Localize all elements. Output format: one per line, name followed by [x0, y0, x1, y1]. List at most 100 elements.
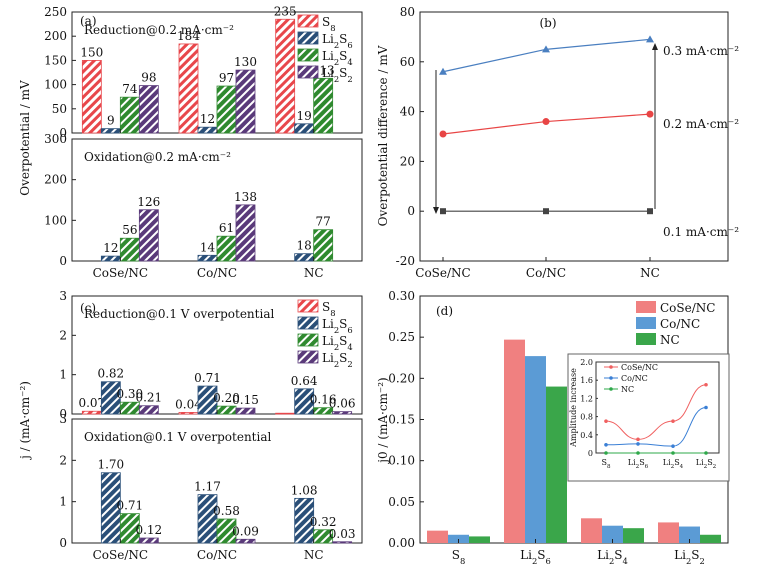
data-point	[647, 208, 653, 215]
inset-y-tick-label: 1.2	[580, 394, 593, 403]
y-tick-label: 2	[59, 328, 67, 342]
bar-li2s2	[138, 405, 159, 415]
inset-x-tick-label: Li2S6	[628, 458, 649, 470]
subplot-title: Oxidation@0.2 mA·cm⁻²	[84, 150, 231, 164]
chem-part: Li	[520, 548, 532, 562]
inset-y-tick-label: 0	[588, 449, 593, 458]
data-label: 0.71	[194, 371, 221, 385]
bar-li2s4	[216, 518, 237, 544]
panel-a: 0501001502002501509749818412971302351911…	[18, 4, 363, 280]
panel-label: (c)	[80, 301, 96, 315]
bar-s8	[178, 43, 199, 134]
y-axis-label-group: j0 / (mA·cm⁻²)	[376, 377, 390, 465]
data-label: 0.07	[78, 396, 105, 410]
panel-b: -20 0 20 40 60 80 CoSe/NC Co/NC NC 0.3 mA·cm⁻² 0.2…	[376, 5, 739, 280]
data-label: 19	[297, 109, 312, 123]
data-point	[439, 130, 447, 138]
data-label: 126	[137, 195, 160, 209]
data-label: 14	[200, 240, 216, 254]
data-label: 0.20	[213, 391, 240, 405]
chem-part: S	[537, 548, 545, 562]
data-label: 0.06	[329, 397, 356, 411]
inset-data-point	[604, 443, 608, 447]
chem-part: 4	[623, 556, 628, 566]
bar-co-nc	[525, 356, 546, 543]
bar-co-nc	[679, 526, 700, 543]
chem-part: S	[339, 351, 347, 365]
chem-part: S	[452, 548, 460, 562]
bar-li2s2	[138, 85, 159, 134]
x-tick-label: NC	[304, 548, 324, 562]
y-tick-label: 300	[44, 132, 67, 146]
x-tick-label: CoSe/NC	[93, 266, 148, 280]
data-label: 61	[219, 221, 234, 235]
legend-swatch-s8	[297, 14, 319, 28]
y-axis-label-group: Overpotential difference / mV	[376, 45, 390, 226]
inset-x-tick-label: Li2S4	[663, 458, 684, 470]
chem-part: 2	[704, 464, 708, 470]
data-label: 184	[177, 29, 200, 43]
chem-part: 8	[607, 464, 611, 470]
chem-part: 8	[460, 556, 465, 566]
inset-data-point	[604, 419, 608, 423]
chem-part: 6	[546, 556, 551, 566]
bar-li2s2	[138, 537, 159, 544]
legend-swatch	[636, 301, 656, 313]
bar-li2s4	[119, 96, 140, 134]
chem-part: 2	[609, 556, 614, 566]
y-tick-label: 0.25	[388, 330, 415, 344]
data-point	[439, 67, 447, 75]
chem-part: S	[339, 317, 347, 331]
data-label: 0.12	[135, 523, 162, 537]
legend-swatch-li2s6	[297, 31, 319, 45]
x-tick-label: NC	[304, 266, 324, 280]
bar-li2s4	[216, 405, 237, 415]
panel-label: (a)	[80, 14, 97, 28]
inset-data-point	[671, 444, 675, 448]
y-tick-label: 0.05	[388, 495, 415, 509]
chem-part: 2	[686, 556, 691, 566]
y-tick-label: 0.20	[388, 371, 415, 385]
chem-part: S	[674, 458, 679, 467]
data-point	[543, 208, 549, 215]
bar-li2s6	[100, 381, 121, 415]
chem-part: S	[322, 300, 330, 314]
data-label: 0.04	[175, 397, 202, 411]
bar-li2s4	[313, 529, 334, 544]
bar-s8	[81, 60, 102, 134]
data-label: 1.08	[291, 483, 318, 497]
chem-part: 2	[347, 74, 352, 84]
bar-s8	[178, 412, 199, 415]
inset-chart: 00.40.81.21.62.0S8 Li2S6 Li2S4 Li2S2CoSe/NC…	[567, 353, 730, 482]
bar-li2s2	[235, 538, 256, 544]
bar-nc	[546, 386, 567, 543]
chem-part: 8	[330, 23, 335, 33]
inset-y-tick-label: 2.0	[580, 358, 593, 367]
y-tick-label: 0	[59, 254, 67, 268]
y-tick-label: 200	[44, 173, 67, 187]
chem-part: Li	[322, 32, 334, 46]
y-tick-label: 40	[400, 105, 415, 119]
data-label: 74	[122, 82, 138, 96]
bar-li2s4	[119, 237, 140, 262]
bar-li2s2	[235, 204, 256, 262]
bar-li2s2	[138, 209, 159, 262]
y-axis-label: Overpotential / mV	[18, 80, 32, 196]
legend-label: Co/NC	[660, 317, 700, 331]
legend-swatch-li2s4	[297, 48, 319, 62]
bar-s8	[81, 410, 102, 415]
data-label: 12	[103, 241, 118, 255]
inset-data-point	[704, 405, 708, 410]
arrow-right-head	[652, 43, 658, 50]
data-label: 0.21	[135, 391, 162, 405]
legend-label: Li2S4	[322, 334, 353, 352]
y-tick-label: 0.10	[388, 454, 415, 468]
inset-y-tick-label: 0.4	[580, 431, 593, 440]
chem-part: Li	[628, 458, 636, 467]
y-tick-label: 1	[59, 495, 67, 509]
data-label: 97	[219, 71, 234, 85]
legend-label: NC	[660, 333, 680, 347]
legend-label: CoSe/NC	[660, 301, 715, 315]
series-label: 0.1 mA·cm⁻²	[663, 225, 739, 239]
y-tick-label: 0	[59, 536, 67, 550]
